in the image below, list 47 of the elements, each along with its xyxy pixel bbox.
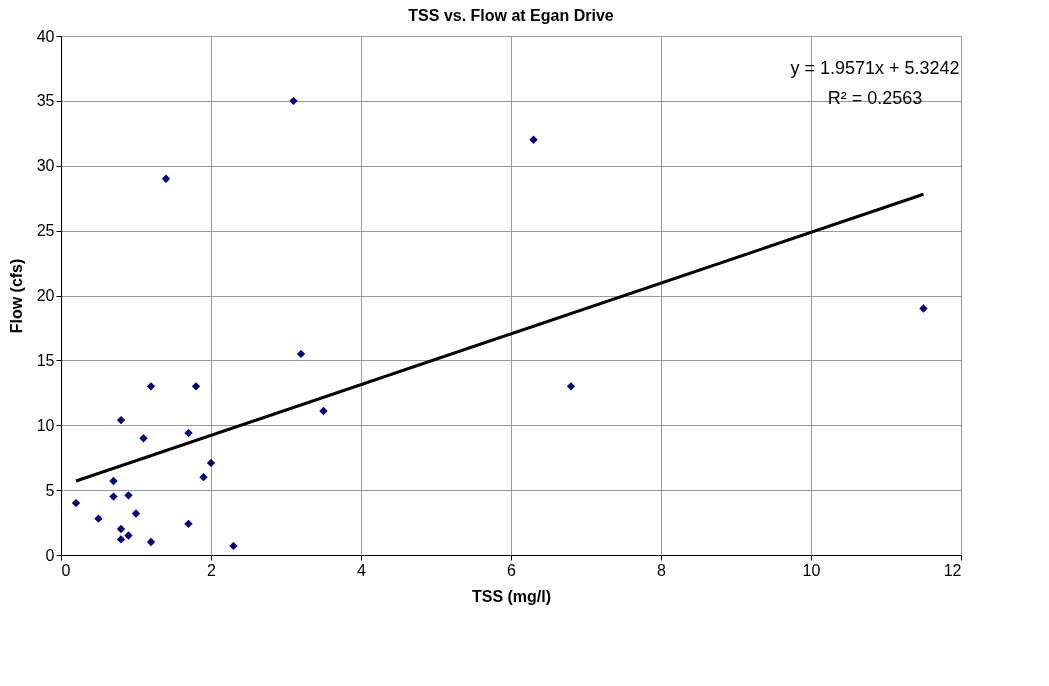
y-tick-label: 10: [36, 416, 55, 434]
y-tick-label: 20: [36, 287, 55, 304]
y-tick-label: 5: [45, 481, 55, 499]
x-tick-label: 12: [943, 561, 962, 579]
point: [184, 428, 193, 438]
y-tick-label: 40: [36, 27, 55, 45]
chart-title: TSS vs. Flow at Egan Drive: [408, 7, 614, 24]
point: [116, 415, 126, 425]
y-tick-label: 35: [36, 92, 55, 110]
point: [919, 304, 928, 313]
x-tick-label: 8: [657, 561, 667, 579]
point: [161, 174, 171, 183]
point: [116, 535, 126, 544]
point: [146, 537, 156, 547]
point: [109, 492, 118, 501]
x-tick-label: 6: [507, 561, 517, 579]
point: [199, 472, 208, 482]
point: [296, 349, 306, 359]
point: [566, 382, 576, 391]
point: [319, 406, 328, 416]
point: [206, 458, 216, 468]
point: [146, 382, 156, 391]
annotation: y = 1.9571x + 5.3242: [790, 58, 960, 78]
x-tick-label: 4: [357, 561, 367, 579]
point: [71, 498, 81, 508]
y-tick-label: 0: [45, 546, 55, 564]
point: [116, 524, 126, 534]
y-tick-label: 25: [36, 222, 55, 240]
point: [191, 382, 201, 391]
point: [124, 531, 133, 540]
point: [529, 135, 538, 144]
y-tick-label: 30: [36, 157, 55, 175]
point: [229, 541, 238, 551]
point: [139, 434, 148, 443]
point: [131, 509, 141, 518]
point: [94, 514, 103, 523]
x-tick-label: 2: [207, 561, 217, 579]
point: [109, 476, 118, 486]
y-axis-title: Flow (cfs): [7, 258, 25, 334]
point: [184, 519, 193, 529]
x-tick-label: 0: [61, 561, 71, 579]
y-tick-label: 15: [36, 351, 55, 369]
annotation: R² = 0.2563: [827, 88, 923, 108]
point: [289, 96, 298, 106]
x-tick-label: 10: [802, 561, 821, 579]
point: [124, 491, 133, 500]
x-axis-title: TSS (mg/l): [471, 587, 552, 605]
